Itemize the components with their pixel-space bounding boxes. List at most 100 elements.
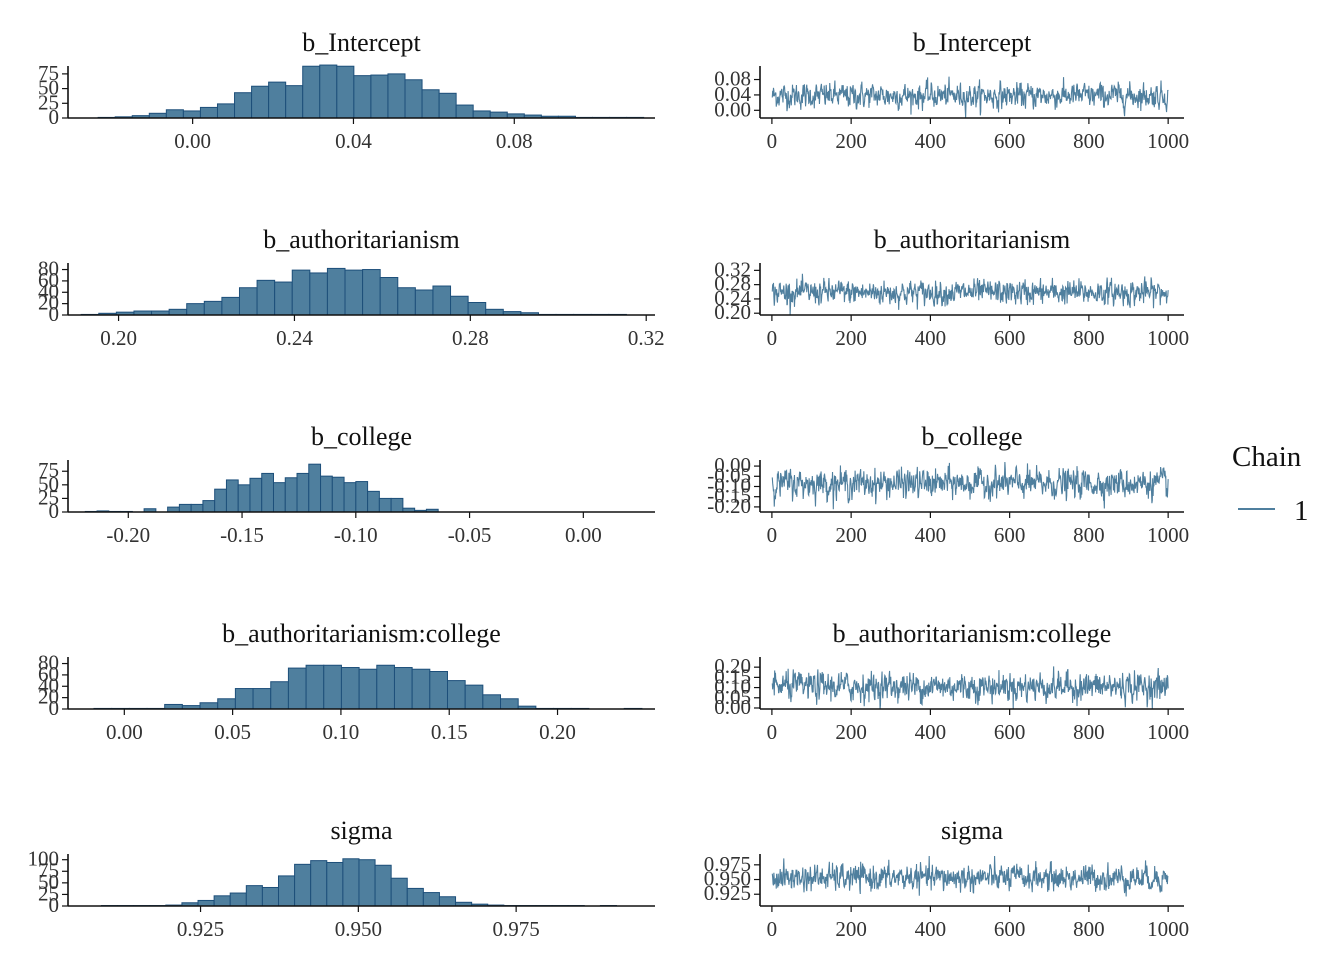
x-tick-label: 800 <box>1073 129 1105 153</box>
x-tick-label: 600 <box>994 326 1026 350</box>
x-tick-label: 800 <box>1073 523 1105 547</box>
histogram-bar <box>353 75 372 119</box>
x-tick-label: -0.20 <box>106 523 150 547</box>
x-tick-label: 600 <box>994 720 1026 744</box>
histogram-bar <box>342 858 360 907</box>
histogram-bar <box>489 111 508 119</box>
x-tick-label: 0.05 <box>214 720 251 744</box>
y-tick-label: 0.05 <box>714 685 751 709</box>
legend: Chain 1 <box>1232 441 1309 527</box>
histogram-bar <box>331 476 345 513</box>
histogram-bar <box>467 302 487 316</box>
x-tick-label: 400 <box>915 523 947 547</box>
x-tick-label: 0.00 <box>106 720 143 744</box>
histogram-bar <box>320 475 333 513</box>
panel-title: sigma <box>330 816 393 845</box>
histogram-bar <box>199 702 219 710</box>
y-tick-label: -0.20 <box>707 494 751 518</box>
histogram-bar <box>214 488 227 513</box>
y-tick-label: -0.10 <box>707 473 751 497</box>
x-tick-label: -0.10 <box>334 523 378 547</box>
histogram-bar <box>397 287 416 316</box>
legend-label-chain-1: 1 <box>1294 495 1309 527</box>
histogram-bar <box>270 681 289 710</box>
histogram-bar <box>203 300 223 316</box>
histogram-bar <box>376 664 395 710</box>
histogram-bar <box>221 296 240 316</box>
histogram-bar <box>309 272 328 316</box>
histogram-bar <box>305 664 325 710</box>
histogram-bar <box>249 477 263 513</box>
histogram-bar <box>294 863 312 907</box>
y-tick-label: 80 <box>38 257 59 281</box>
trace-line-chain-1 <box>771 666 1169 710</box>
histogram-bar <box>472 110 491 119</box>
histogram-bar <box>302 65 321 119</box>
histogram-bar <box>450 295 469 316</box>
panel-title: sigma <box>941 816 1004 845</box>
trace-line-chain-1 <box>771 76 1169 118</box>
histogram-bar <box>165 109 184 119</box>
y-tick-label: 0.20 <box>714 654 751 678</box>
panel-title: b_Intercept <box>913 28 1032 57</box>
histogram-bar <box>234 688 254 710</box>
x-tick-label: 400 <box>915 129 947 153</box>
histogram-bar <box>256 279 276 316</box>
histogram-bar <box>190 503 204 513</box>
y-tick-label: 0.32 <box>714 257 751 281</box>
histogram-bar <box>237 484 251 513</box>
y-tick-label: 60 <box>38 268 59 292</box>
y-tick-label: 75 <box>38 858 59 882</box>
y-tick-label: 0.04 <box>714 82 751 106</box>
y-tick-label: 0.975 <box>704 852 751 876</box>
y-tick-label: 20 <box>38 291 59 315</box>
histogram-bar <box>261 886 279 907</box>
y-tick-label: 75 <box>38 458 59 482</box>
histogram-bar <box>393 667 413 710</box>
x-tick-label: -0.15 <box>220 523 264 547</box>
y-tick-label: 25 <box>38 90 59 114</box>
histogram-bar <box>432 285 452 316</box>
histogram-bar <box>216 103 236 119</box>
y-tick-label: 0.00 <box>714 695 751 719</box>
y-tick-label: 0.00 <box>714 97 751 121</box>
panel-title: b_college <box>921 422 1022 451</box>
histogram-bar <box>374 864 392 907</box>
histogram-bar <box>446 680 466 710</box>
histogram-bar <box>390 877 408 907</box>
histogram-bar <box>387 73 406 119</box>
histogram-bar <box>234 92 253 119</box>
histogram-bar <box>390 497 404 513</box>
histogram-bar <box>485 308 504 316</box>
y-tick-label: 0 <box>49 302 60 326</box>
histogram-bar <box>500 698 519 710</box>
histogram-bar <box>326 861 344 907</box>
x-tick-label: 1000 <box>1147 917 1189 941</box>
x-tick-label: 0.975 <box>493 917 540 941</box>
x-tick-label: 800 <box>1073 917 1105 941</box>
panel-title: b_college <box>311 422 412 451</box>
histogram-bar <box>291 269 311 316</box>
y-tick-label: 50 <box>38 870 59 894</box>
x-tick-label: 0.28 <box>452 326 489 350</box>
x-tick-label: 400 <box>915 720 947 744</box>
histogram-bar <box>310 860 328 907</box>
trace-panel-2: b_college 0 200 400 600 800 1000 -0.20-0.15-0.1… <box>707 422 1189 547</box>
histogram-bar <box>421 89 440 119</box>
y-tick-label: 60 <box>38 662 59 686</box>
x-tick-label: 400 <box>915 917 947 941</box>
histogram-bar <box>429 671 448 710</box>
panel-title: b_authoritarianism:college <box>222 619 501 648</box>
y-tick-label: 0 <box>49 105 60 129</box>
histogram-bar <box>358 668 378 710</box>
trace-panel-3: b_authoritarianism:college 0 200 400 600 800 1… <box>714 619 1189 744</box>
histogram-bar <box>464 684 484 710</box>
histogram-bar <box>252 688 272 710</box>
x-tick-label: 800 <box>1073 720 1105 744</box>
histogram-bar <box>323 664 342 710</box>
x-tick-label: 0 <box>767 129 778 153</box>
histogram-bar <box>411 668 431 710</box>
y-tick-label: 0.950 <box>704 867 751 891</box>
y-tick-label: 0.10 <box>714 675 751 699</box>
